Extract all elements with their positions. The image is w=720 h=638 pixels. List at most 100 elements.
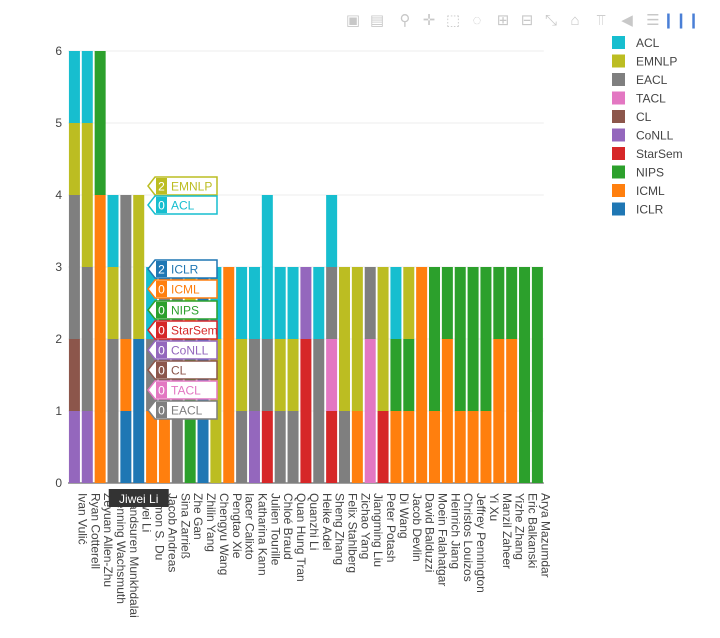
bar-iclr[interactable] (120, 411, 132, 483)
bar-eacl[interactable] (261, 339, 273, 411)
legend-swatch[interactable] (612, 36, 625, 49)
legend-label[interactable]: EACL (636, 73, 668, 87)
spike-lines-icon[interactable]: ⫪ (596, 11, 606, 29)
plotly-logo-icon[interactable]: ❙❙❙ (662, 12, 700, 29)
bar-acl[interactable] (81, 51, 93, 123)
bar-icml[interactable] (390, 411, 402, 483)
bar-nips[interactable] (94, 51, 106, 195)
camera-icon[interactable]: ▣ (345, 12, 361, 29)
legend-label[interactable]: TACL (636, 92, 666, 106)
bar-acl[interactable] (390, 267, 402, 339)
bar-eacl[interactable] (364, 267, 376, 339)
bar-acl[interactable] (287, 267, 299, 339)
bar-icml[interactable] (223, 267, 235, 483)
bar-icml[interactable] (416, 267, 428, 483)
legend-label[interactable]: ACL (636, 36, 660, 50)
box-select-icon[interactable]: ⬚ (445, 12, 461, 29)
bar-emnlp[interactable] (377, 267, 389, 411)
legend-swatch[interactable] (612, 165, 625, 179)
bar-nips[interactable] (454, 267, 466, 411)
bar-nips[interactable] (390, 339, 402, 411)
bar-eacl[interactable] (313, 339, 325, 483)
bar-acl[interactable] (236, 267, 248, 339)
bar-emnlp[interactable] (133, 195, 145, 339)
legend-swatch[interactable] (612, 110, 625, 123)
legend-label[interactable]: StarSem (636, 147, 683, 161)
bar-conll[interactable] (300, 267, 312, 339)
bar-emnlp[interactable] (274, 339, 286, 411)
bar-eacl[interactable] (236, 411, 248, 483)
bar-starsem[interactable] (377, 411, 389, 483)
bar-eacl[interactable] (120, 195, 132, 339)
legend-label[interactable]: ICLR (636, 203, 664, 217)
bar-eacl[interactable] (326, 267, 338, 339)
hover-closest-icon[interactable]: ◀ (621, 12, 633, 29)
bar-acl[interactable] (274, 267, 286, 339)
bar-emnlp[interactable] (403, 267, 415, 339)
bar-acl[interactable] (146, 267, 158, 339)
bar-starsem[interactable] (261, 411, 273, 483)
bar-emnlp[interactable] (351, 267, 363, 411)
bar-icml[interactable] (94, 195, 106, 483)
bar-nips[interactable] (480, 267, 492, 411)
bar-conll[interactable] (81, 411, 93, 483)
bar-conll[interactable] (248, 411, 260, 483)
legend-swatch[interactable] (612, 202, 625, 216)
bar-acl[interactable] (107, 195, 119, 267)
autoscale-icon[interactable]: ⤡ (544, 11, 557, 29)
bar-eacl[interactable] (287, 411, 299, 483)
bar-nips[interactable] (429, 267, 441, 411)
bar-nips[interactable] (493, 267, 505, 339)
bar-nips[interactable] (519, 267, 531, 483)
bar-icml[interactable] (146, 411, 158, 483)
bar-nips[interactable] (403, 339, 415, 411)
bar-eacl[interactable] (338, 411, 350, 483)
bar-icml[interactable] (493, 339, 505, 483)
bar-icml[interactable] (480, 411, 492, 483)
bar-icml[interactable] (429, 411, 441, 483)
legend-label[interactable]: CoNLL (636, 129, 674, 143)
bar-iclr[interactable] (133, 339, 145, 483)
legend-swatch[interactable] (612, 73, 625, 86)
bar-icml[interactable] (441, 339, 453, 483)
legend-swatch[interactable] (612, 91, 625, 105)
bar-icml[interactable] (454, 411, 466, 483)
legend-label[interactable]: CL (636, 110, 652, 124)
bar-starsem[interactable] (326, 411, 338, 483)
bar-icml[interactable] (120, 339, 132, 411)
bar-emnlp[interactable] (107, 267, 119, 339)
bar-eacl[interactable] (81, 267, 93, 411)
bar-nips[interactable] (506, 267, 518, 339)
pan-icon[interactable]: ✛ (422, 12, 436, 29)
bar-emnlp[interactable] (338, 267, 350, 411)
lasso-icon[interactable]: ◌ (472, 11, 482, 29)
bar-icml[interactable] (403, 411, 415, 483)
legend-label[interactable]: ICML (636, 184, 665, 198)
legend-label[interactable]: NIPS (636, 166, 664, 180)
legend[interactable]: ACL EMNLP EACL TACL CL CoNLL StarSem NIPS ICML IC… (612, 36, 683, 217)
bar-conll[interactable] (68, 411, 80, 483)
legend-swatch[interactable] (612, 147, 625, 160)
bar-starsem[interactable] (300, 339, 312, 483)
bar-eacl[interactable] (68, 195, 80, 339)
bar-eacl[interactable] (274, 411, 286, 483)
bar-acl[interactable] (326, 195, 338, 267)
bar-nips[interactable] (441, 267, 453, 339)
bar-icml[interactable] (158, 411, 170, 483)
bar-icml[interactable] (467, 411, 479, 483)
bar-emnlp[interactable] (236, 339, 248, 411)
bar-acl[interactable] (313, 267, 325, 339)
legend-swatch[interactable] (612, 128, 625, 142)
bar-acl[interactable] (261, 195, 273, 339)
bar-icml[interactable] (506, 339, 518, 483)
bar-emnlp[interactable] (68, 123, 80, 195)
bar-tacl[interactable] (326, 339, 338, 411)
bar-acl[interactable] (68, 51, 80, 123)
bar-nips[interactable] (531, 267, 543, 483)
bar-emnlp[interactable] (287, 339, 299, 411)
bar-tacl[interactable] (364, 339, 376, 483)
bar-cl[interactable] (68, 339, 80, 411)
zoom-out-icon[interactable]: ⊟ (520, 12, 534, 29)
bar-emnlp[interactable] (81, 123, 93, 267)
zoom-in-icon[interactable]: ⊞ (496, 12, 510, 29)
